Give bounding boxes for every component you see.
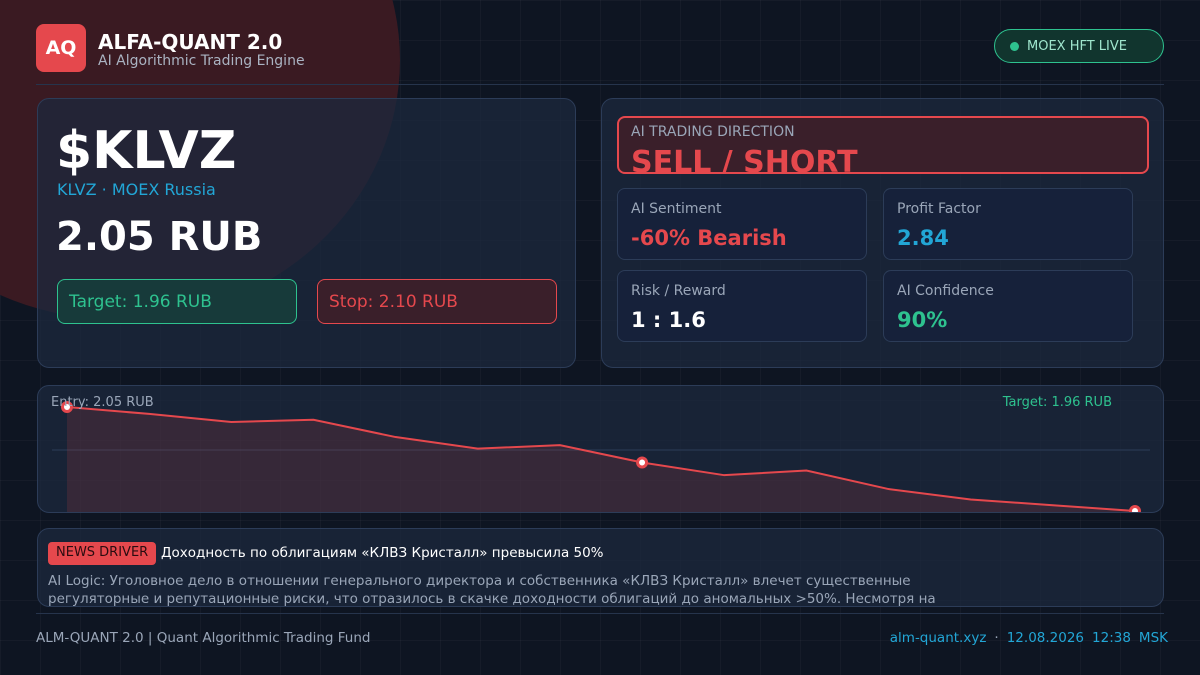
chart-card: Entry: 2.05 RUB Target: 1.96 RUB	[37, 385, 1164, 513]
point	[1129, 505, 1141, 512]
metric-box: AI Sentiment -60% Bearish	[617, 188, 867, 260]
metric-box: Risk / Reward 1 : 1.6	[617, 270, 867, 342]
ticker-card: $KLVZ KLVZ · MOEX Russia 2.05 RUB Target…	[37, 98, 576, 368]
ticker-price: 2.05 RUB	[56, 214, 263, 260]
area	[67, 407, 1135, 512]
app-title: ALFA-QUANT 2.0	[98, 30, 283, 54]
divider	[36, 613, 1164, 614]
footer-zone: MSK	[1138, 630, 1168, 646]
stop-box: Stop: 2.10 RUB	[317, 279, 557, 324]
target-annotation: Target: 1.96 RUB	[1002, 395, 1112, 410]
news-logic: AI Logic: Уголовное дело в отношении ген…	[48, 573, 911, 589]
metric-box: AI Confidence 90%	[883, 270, 1133, 342]
separator: ·	[994, 630, 999, 646]
status-dot	[1010, 42, 1019, 51]
footer-right: alm-quant.xyz · 12.08.2026 12:38 MSK	[890, 630, 1168, 646]
metric-label: Profit Factor	[897, 201, 981, 217]
metric-label: Risk / Reward	[631, 283, 726, 299]
app-subtitle: AI Algorithmic Trading Engine	[98, 53, 305, 69]
point	[636, 456, 649, 469]
news-headline: Доходность по облигациям «КЛВЗ Кристалл»…	[161, 545, 604, 561]
ticker-symbol: $KLVZ	[56, 121, 237, 181]
footer-time: 12:38	[1092, 630, 1131, 646]
status-pill: MOEX HFT LIVE	[994, 29, 1164, 63]
news-card: NEWS DRIVER Доходность по облигациям «КЛ…	[37, 528, 1164, 607]
metric-value: 90%	[897, 308, 948, 332]
footer-left: ALM-QUANT 2.0 | Quant Algorithmic Tradin…	[36, 630, 371, 646]
signal-card: AI TRADING DIRECTION SELL / SHORT AI Sen…	[601, 98, 1164, 368]
status-text: MOEX HFT LIVE	[1027, 39, 1127, 54]
metric-value: 1 : 1.6	[631, 308, 706, 332]
price-chart	[52, 401, 1150, 512]
direction-value: SELL / SHORT	[631, 145, 858, 174]
metric-value: 2.84	[897, 226, 949, 250]
metric-value: -60% Bearish	[631, 226, 787, 250]
target-box: Target: 1.96 RUB	[57, 279, 297, 324]
line	[66, 406, 1136, 512]
ticker-exchange: KLVZ · MOEX Russia	[57, 180, 216, 199]
news-logic: регуляторные и репутационные риски, что …	[48, 591, 936, 607]
metric-box: Profit Factor 2.84	[883, 188, 1133, 260]
news-tag: NEWS DRIVER	[48, 542, 157, 565]
metric-label: AI Sentiment	[631, 201, 722, 217]
point	[61, 401, 73, 413]
divider	[36, 84, 1164, 85]
metric-label: AI Confidence	[897, 283, 994, 299]
entry-annotation: Entry: 2.05 RUB	[51, 395, 154, 410]
footer-site: alm-quant.xyz	[889, 630, 987, 646]
direction-box: AI TRADING DIRECTION SELL / SHORT	[617, 116, 1149, 174]
logo: AQ	[36, 24, 86, 72]
direction-label: AI TRADING DIRECTION	[631, 124, 795, 140]
footer-date: 12.08.2026	[1006, 630, 1085, 646]
